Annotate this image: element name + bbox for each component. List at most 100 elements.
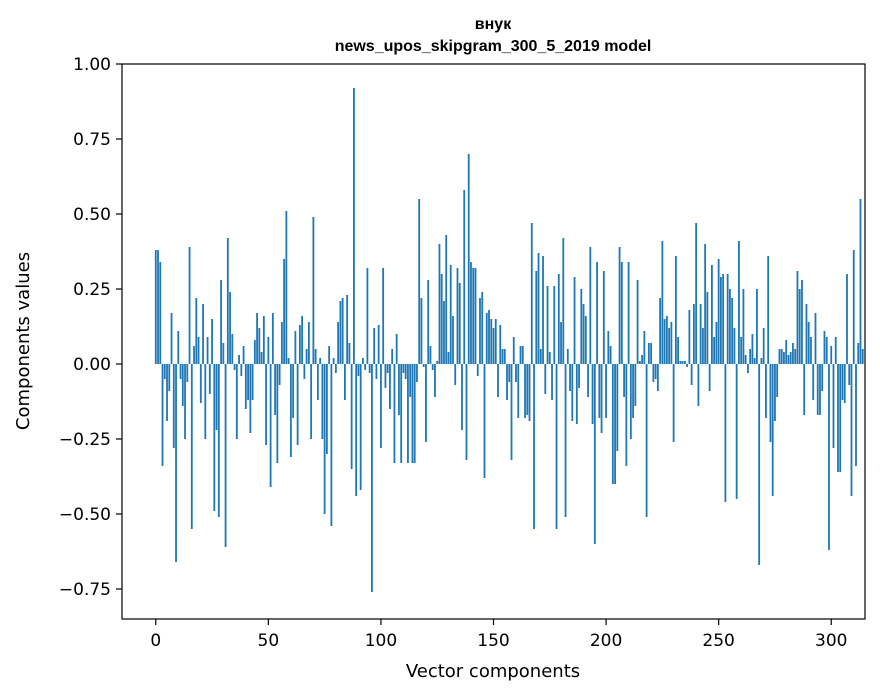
bar-123 xyxy=(431,364,434,370)
bar-165 xyxy=(526,364,529,415)
bar-185 xyxy=(571,364,574,421)
bar-288 xyxy=(803,364,806,415)
bar-17 xyxy=(193,346,195,364)
bar-117 xyxy=(418,199,421,364)
bar-153 xyxy=(499,325,502,364)
bar-33 xyxy=(229,292,231,364)
bar-134 xyxy=(456,268,459,364)
bar-107 xyxy=(395,334,398,364)
chart-subtitle: news_upos_skipgram_300_5_2019 model xyxy=(335,38,652,55)
bar-250 xyxy=(717,259,720,364)
bar-69 xyxy=(310,364,313,439)
x-tick-label: 200 xyxy=(590,631,622,651)
bar-109 xyxy=(400,364,403,463)
bar-152 xyxy=(497,364,499,397)
bar-293 xyxy=(814,313,817,364)
bar-61 xyxy=(292,364,295,418)
bar-264 xyxy=(749,349,752,364)
bar-202 xyxy=(609,346,612,364)
x-tick-label: 0 xyxy=(150,631,161,651)
bar-86 xyxy=(348,343,351,364)
bar-166 xyxy=(528,364,531,421)
y-tick-label: −0.25 xyxy=(59,430,111,450)
bar-191 xyxy=(584,316,587,364)
bar-170 xyxy=(537,253,540,364)
bar-54 xyxy=(276,364,279,463)
bar-204 xyxy=(614,364,616,484)
bar-178 xyxy=(555,364,558,529)
bar-140 xyxy=(470,262,472,364)
bar-163 xyxy=(521,346,524,364)
bar-207 xyxy=(620,262,623,364)
bar-44 xyxy=(253,340,256,364)
bar-100 xyxy=(380,364,382,448)
bar-6 xyxy=(168,364,171,391)
y-tick-label: 0.25 xyxy=(73,280,111,300)
bar-275 xyxy=(774,364,776,421)
plot-frame xyxy=(121,63,866,620)
bar-98 xyxy=(375,364,378,379)
bar-59 xyxy=(287,358,290,364)
bar-50 xyxy=(267,337,270,364)
bar-11 xyxy=(179,364,182,379)
bar-119 xyxy=(422,364,425,367)
bar-196 xyxy=(596,262,598,364)
bar-181 xyxy=(562,238,565,364)
bar-63 xyxy=(296,364,299,445)
bar-141 xyxy=(472,268,475,364)
bar-186 xyxy=(573,277,576,364)
bar-91 xyxy=(359,364,362,490)
bar-23 xyxy=(206,337,209,364)
bar-160 xyxy=(515,364,517,382)
bar-255 xyxy=(729,289,731,364)
bar-305 xyxy=(841,364,844,400)
bar-125 xyxy=(436,361,439,364)
bar-39 xyxy=(242,346,245,364)
bar-71 xyxy=(314,349,317,364)
bar-192 xyxy=(587,364,589,397)
bar-15 xyxy=(188,247,191,364)
bar-151 xyxy=(494,319,497,364)
bar-87 xyxy=(350,364,353,469)
bar-190 xyxy=(582,304,585,364)
bar-169 xyxy=(535,271,538,364)
bar-156 xyxy=(506,364,508,400)
y-tick-label: 0.75 xyxy=(73,130,111,150)
bar-45 xyxy=(256,313,258,364)
bar-62 xyxy=(294,331,297,364)
bar-110 xyxy=(402,364,405,373)
bar-162 xyxy=(519,346,522,364)
bar-31 xyxy=(224,364,227,547)
bar-37 xyxy=(238,355,240,364)
y-tick-label: −0.50 xyxy=(59,505,111,525)
bar-295 xyxy=(819,364,821,415)
bar-25 xyxy=(211,319,213,364)
bar-167 xyxy=(530,223,533,364)
bar-262 xyxy=(744,355,747,364)
bar-222 xyxy=(654,364,657,379)
bar-49 xyxy=(265,364,267,445)
bar-272 xyxy=(767,256,770,364)
bar-189 xyxy=(580,289,583,364)
bar-66 xyxy=(303,364,306,379)
bar-300 xyxy=(830,346,833,364)
y-tick-label: −0.75 xyxy=(59,580,111,600)
bar-80 xyxy=(334,364,337,373)
bar-42 xyxy=(249,364,252,433)
bar-4 xyxy=(163,364,166,379)
bar-201 xyxy=(607,331,610,364)
bar-21 xyxy=(202,304,204,364)
bar-286 xyxy=(798,289,801,364)
bar-245 xyxy=(706,292,709,364)
bar-72 xyxy=(316,364,319,400)
bar-233 xyxy=(679,361,682,364)
bar-40 xyxy=(244,364,247,409)
bar-41 xyxy=(247,364,249,400)
bar-308 xyxy=(848,364,851,385)
bar-265 xyxy=(751,334,754,364)
bar-155 xyxy=(503,349,506,364)
bar-241 xyxy=(697,364,700,406)
bar-239 xyxy=(692,304,695,364)
bar-1 xyxy=(157,250,159,364)
bar-194 xyxy=(591,364,594,424)
